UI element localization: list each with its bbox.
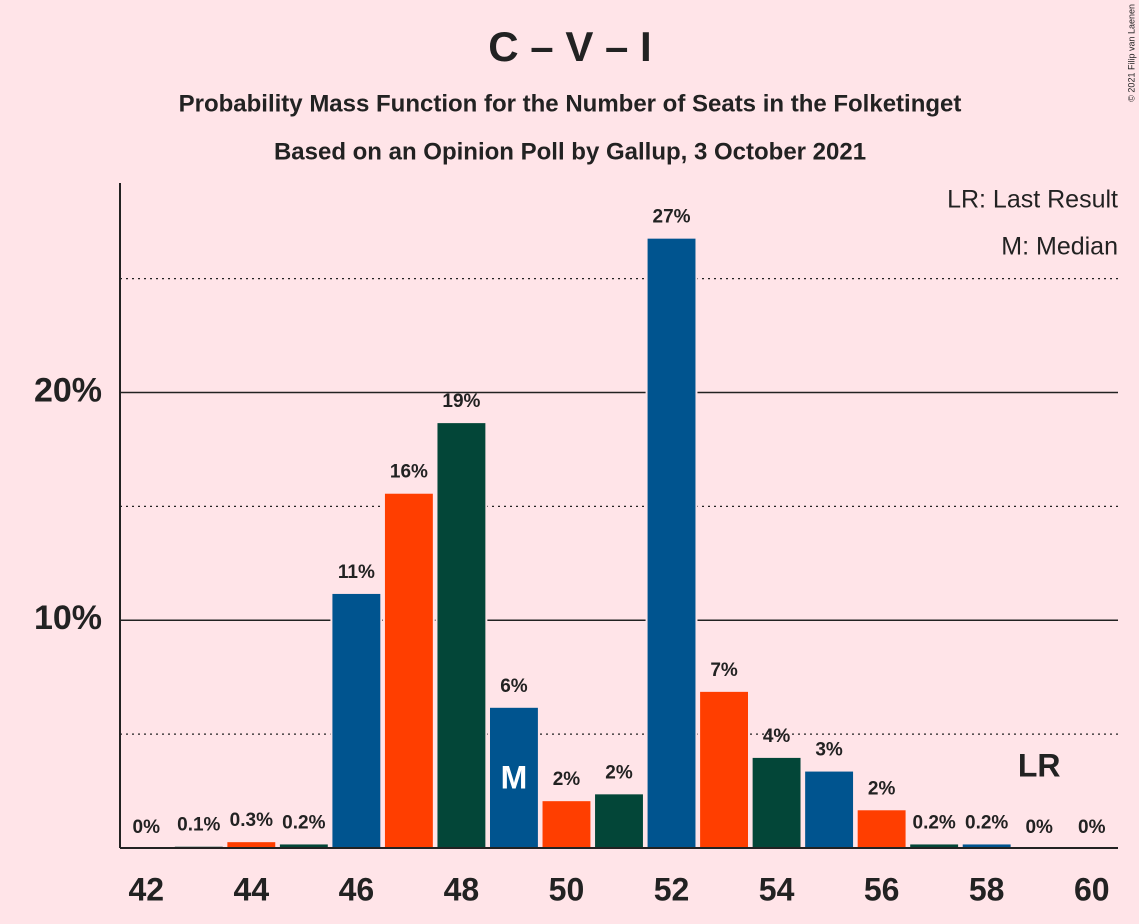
x-tick-label: 44 xyxy=(234,871,270,907)
data-label: 6% xyxy=(500,676,528,697)
bar xyxy=(435,421,488,849)
data-label: 2% xyxy=(553,769,581,790)
data-label: 27% xyxy=(653,207,691,228)
bar xyxy=(593,792,645,850)
x-tick-label: 52 xyxy=(654,871,690,907)
data-label: 0% xyxy=(133,817,161,838)
data-label: 0.3% xyxy=(230,810,273,831)
bar xyxy=(487,705,540,850)
bar xyxy=(645,236,698,849)
x-tick-label: 42 xyxy=(128,871,164,907)
x-tick-label: 46 xyxy=(339,871,375,907)
chart-subtitle: Probability Mass Function for the Number… xyxy=(179,90,962,117)
x-tick-label: 48 xyxy=(444,871,480,907)
data-label: 0.2% xyxy=(282,812,325,833)
x-tick-label: 56 xyxy=(864,871,900,907)
credit: © 2021 Filip van Laenen xyxy=(1126,4,1136,102)
y-tick-label: 10% xyxy=(34,599,102,637)
bar xyxy=(330,591,383,850)
x-tick-label: 60 xyxy=(1074,871,1110,907)
annotation: LR xyxy=(1018,747,1061,783)
bar xyxy=(750,755,803,850)
data-label: 19% xyxy=(442,391,480,412)
data-label: 2% xyxy=(868,778,896,799)
chart-subtitle: Based on an Opinion Poll by Gallup, 3 Oc… xyxy=(274,138,866,165)
data-label: 11% xyxy=(338,562,375,583)
bar xyxy=(855,808,908,849)
bar xyxy=(803,769,856,849)
data-label: 16% xyxy=(390,462,428,483)
legend-entry: M: Median xyxy=(1001,233,1118,261)
data-label: 0% xyxy=(1078,817,1106,838)
bar xyxy=(540,799,593,850)
data-label: 4% xyxy=(763,726,791,747)
x-tick-label: 50 xyxy=(549,871,585,907)
data-label: 7% xyxy=(710,660,738,681)
data-label: 2% xyxy=(605,762,633,783)
annotation: M xyxy=(501,759,528,795)
legend-entry: LR: Last Result xyxy=(947,186,1118,214)
chart-title: C – V – I xyxy=(488,23,651,70)
y-tick-label: 20% xyxy=(34,372,102,410)
bar xyxy=(698,689,751,850)
data-label: 0.2% xyxy=(913,812,956,833)
data-label: 3% xyxy=(815,740,843,761)
bar xyxy=(382,491,435,849)
bar xyxy=(225,840,278,849)
x-tick-label: 54 xyxy=(759,871,795,907)
x-tick-label: 58 xyxy=(969,871,1005,907)
data-label: 0.1% xyxy=(177,815,220,836)
data-label: 0% xyxy=(1025,817,1053,838)
data-label: 0.2% xyxy=(965,812,1008,833)
